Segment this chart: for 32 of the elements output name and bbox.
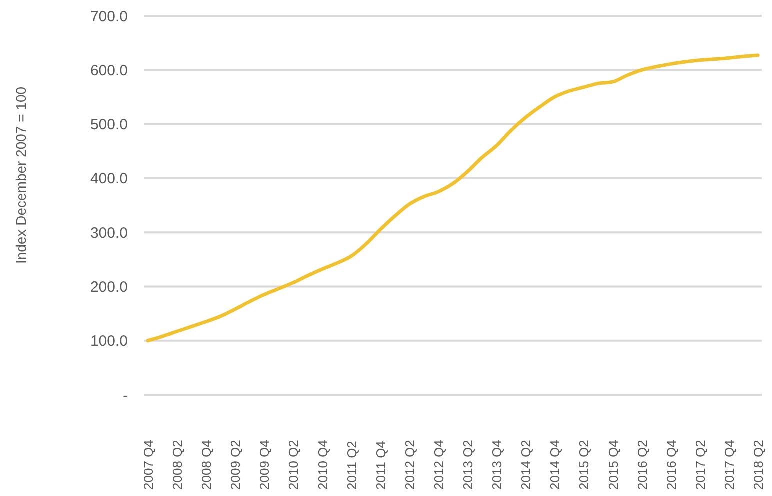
x-tick-label: 2015 Q2	[576, 440, 592, 490]
x-tick-label: 2014 Q4	[548, 440, 563, 490]
x-tick-label: 2008 Q2	[170, 440, 186, 490]
x-tick-label: 2011 Q2	[344, 441, 360, 490]
y-tick-label: 700.0	[90, 8, 128, 26]
x-tick-label: 2013 Q4	[490, 440, 505, 490]
x-tick-label: 2012 Q2	[402, 440, 418, 490]
x-tick-label: 2009 Q2	[228, 440, 244, 490]
x-tick-label: 2010 Q4	[315, 440, 330, 490]
x-tick-label: 2011 Q4	[373, 441, 388, 490]
x-tick-label: 2007 Q4	[141, 440, 156, 490]
x-tick-label: 2017 Q2	[692, 440, 708, 490]
x-tick-label: 2015 Q4	[606, 440, 621, 490]
x-tick-label: 2008 Q4	[199, 440, 214, 490]
y-tick-label: 500.0	[90, 116, 128, 134]
x-tick-label: 2009 Q4	[257, 440, 272, 490]
y-tick-label: -	[123, 387, 128, 404]
x-tick-label: 2017 Q4	[722, 440, 737, 490]
y-tick-label: 400.0	[90, 170, 128, 188]
y-axis-title: Index December 2007 = 100	[13, 86, 29, 264]
line-series	[146, 54, 760, 343]
x-tick-label: 2014 Q2	[518, 440, 534, 490]
y-tick-label: 300.0	[90, 224, 128, 242]
y-tick-label: 600.0	[90, 62, 128, 80]
x-tick-label: 2016 Q4	[664, 440, 679, 490]
y-tick-label: 200.0	[90, 278, 128, 296]
x-tick-label: 2010 Q2	[286, 440, 302, 490]
x-tick-label: 2018 Q2	[751, 440, 766, 490]
x-tick-label: 2013 Q2	[460, 440, 476, 490]
y-tick-label: 100.0	[90, 333, 128, 350]
x-tick-label: 2012 Q4	[431, 440, 446, 490]
x-tick-label: 2016 Q2	[634, 440, 650, 490]
